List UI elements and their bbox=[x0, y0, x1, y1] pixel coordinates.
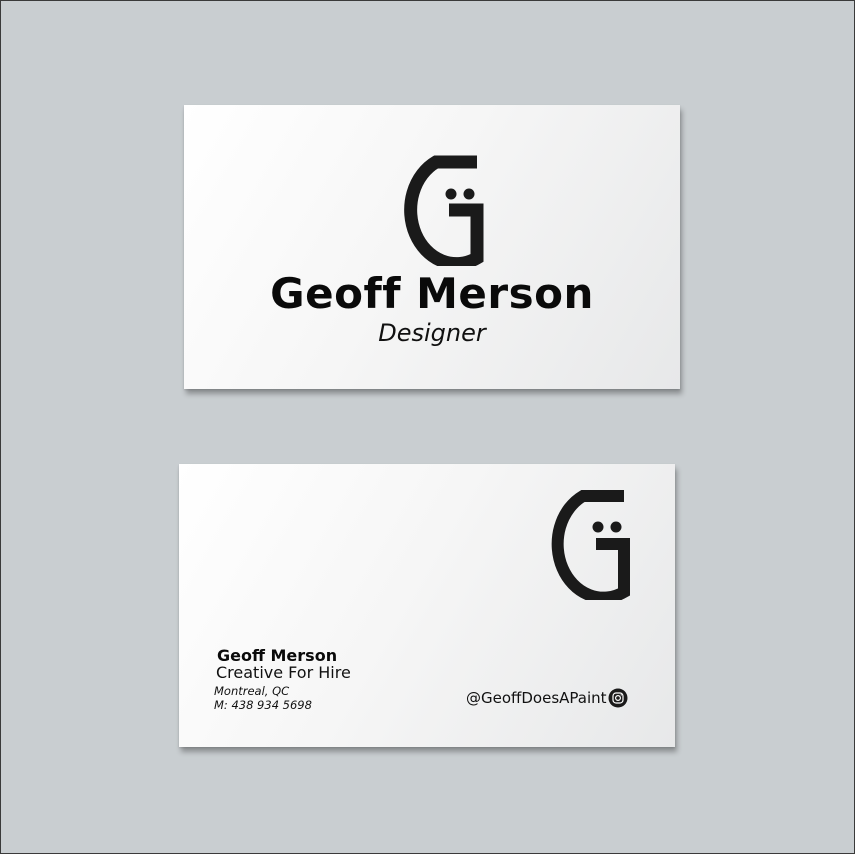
social-handle-row: @GeoffDoesAPaint bbox=[466, 688, 628, 708]
card-name: Geoff Merson bbox=[270, 269, 594, 318]
social-handle: @GeoffDoesAPaint bbox=[466, 688, 607, 707]
contact-name: Geoff Merson bbox=[217, 646, 338, 665]
business-card-front: Geoff Merson Designer bbox=[184, 105, 680, 389]
smiley-g-logo-icon bbox=[404, 155, 484, 266]
contact-location: Montreal, QC bbox=[214, 684, 290, 698]
smiley-g-logo-icon bbox=[551, 490, 630, 600]
business-card-back: Geoff Merson Creative For Hire Montreal,… bbox=[179, 464, 675, 747]
card-job-title: Designer bbox=[378, 319, 486, 347]
contact-phone: M: 438 934 5698 bbox=[214, 698, 312, 712]
contact-tagline: Creative For Hire bbox=[216, 663, 351, 682]
instagram-icon bbox=[608, 688, 628, 708]
